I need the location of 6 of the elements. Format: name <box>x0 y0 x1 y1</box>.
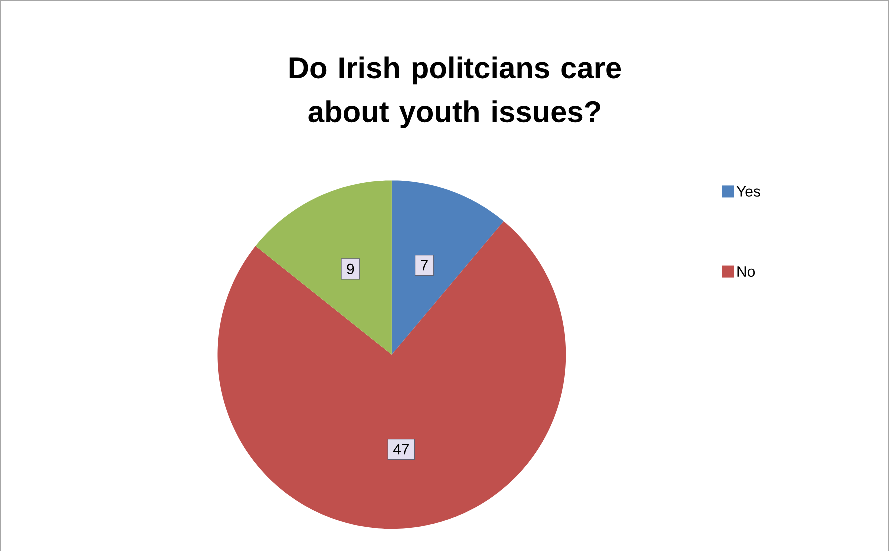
data-label: 9 <box>347 264 354 275</box>
data-label: 7 <box>421 260 428 271</box>
legend-label: Yes <box>736 186 760 198</box>
chart-title: Do Irish politcians care about youth issues? <box>290 56 622 129</box>
legend-label: No <box>738 266 756 278</box>
data-label: 47 <box>393 444 409 455</box>
